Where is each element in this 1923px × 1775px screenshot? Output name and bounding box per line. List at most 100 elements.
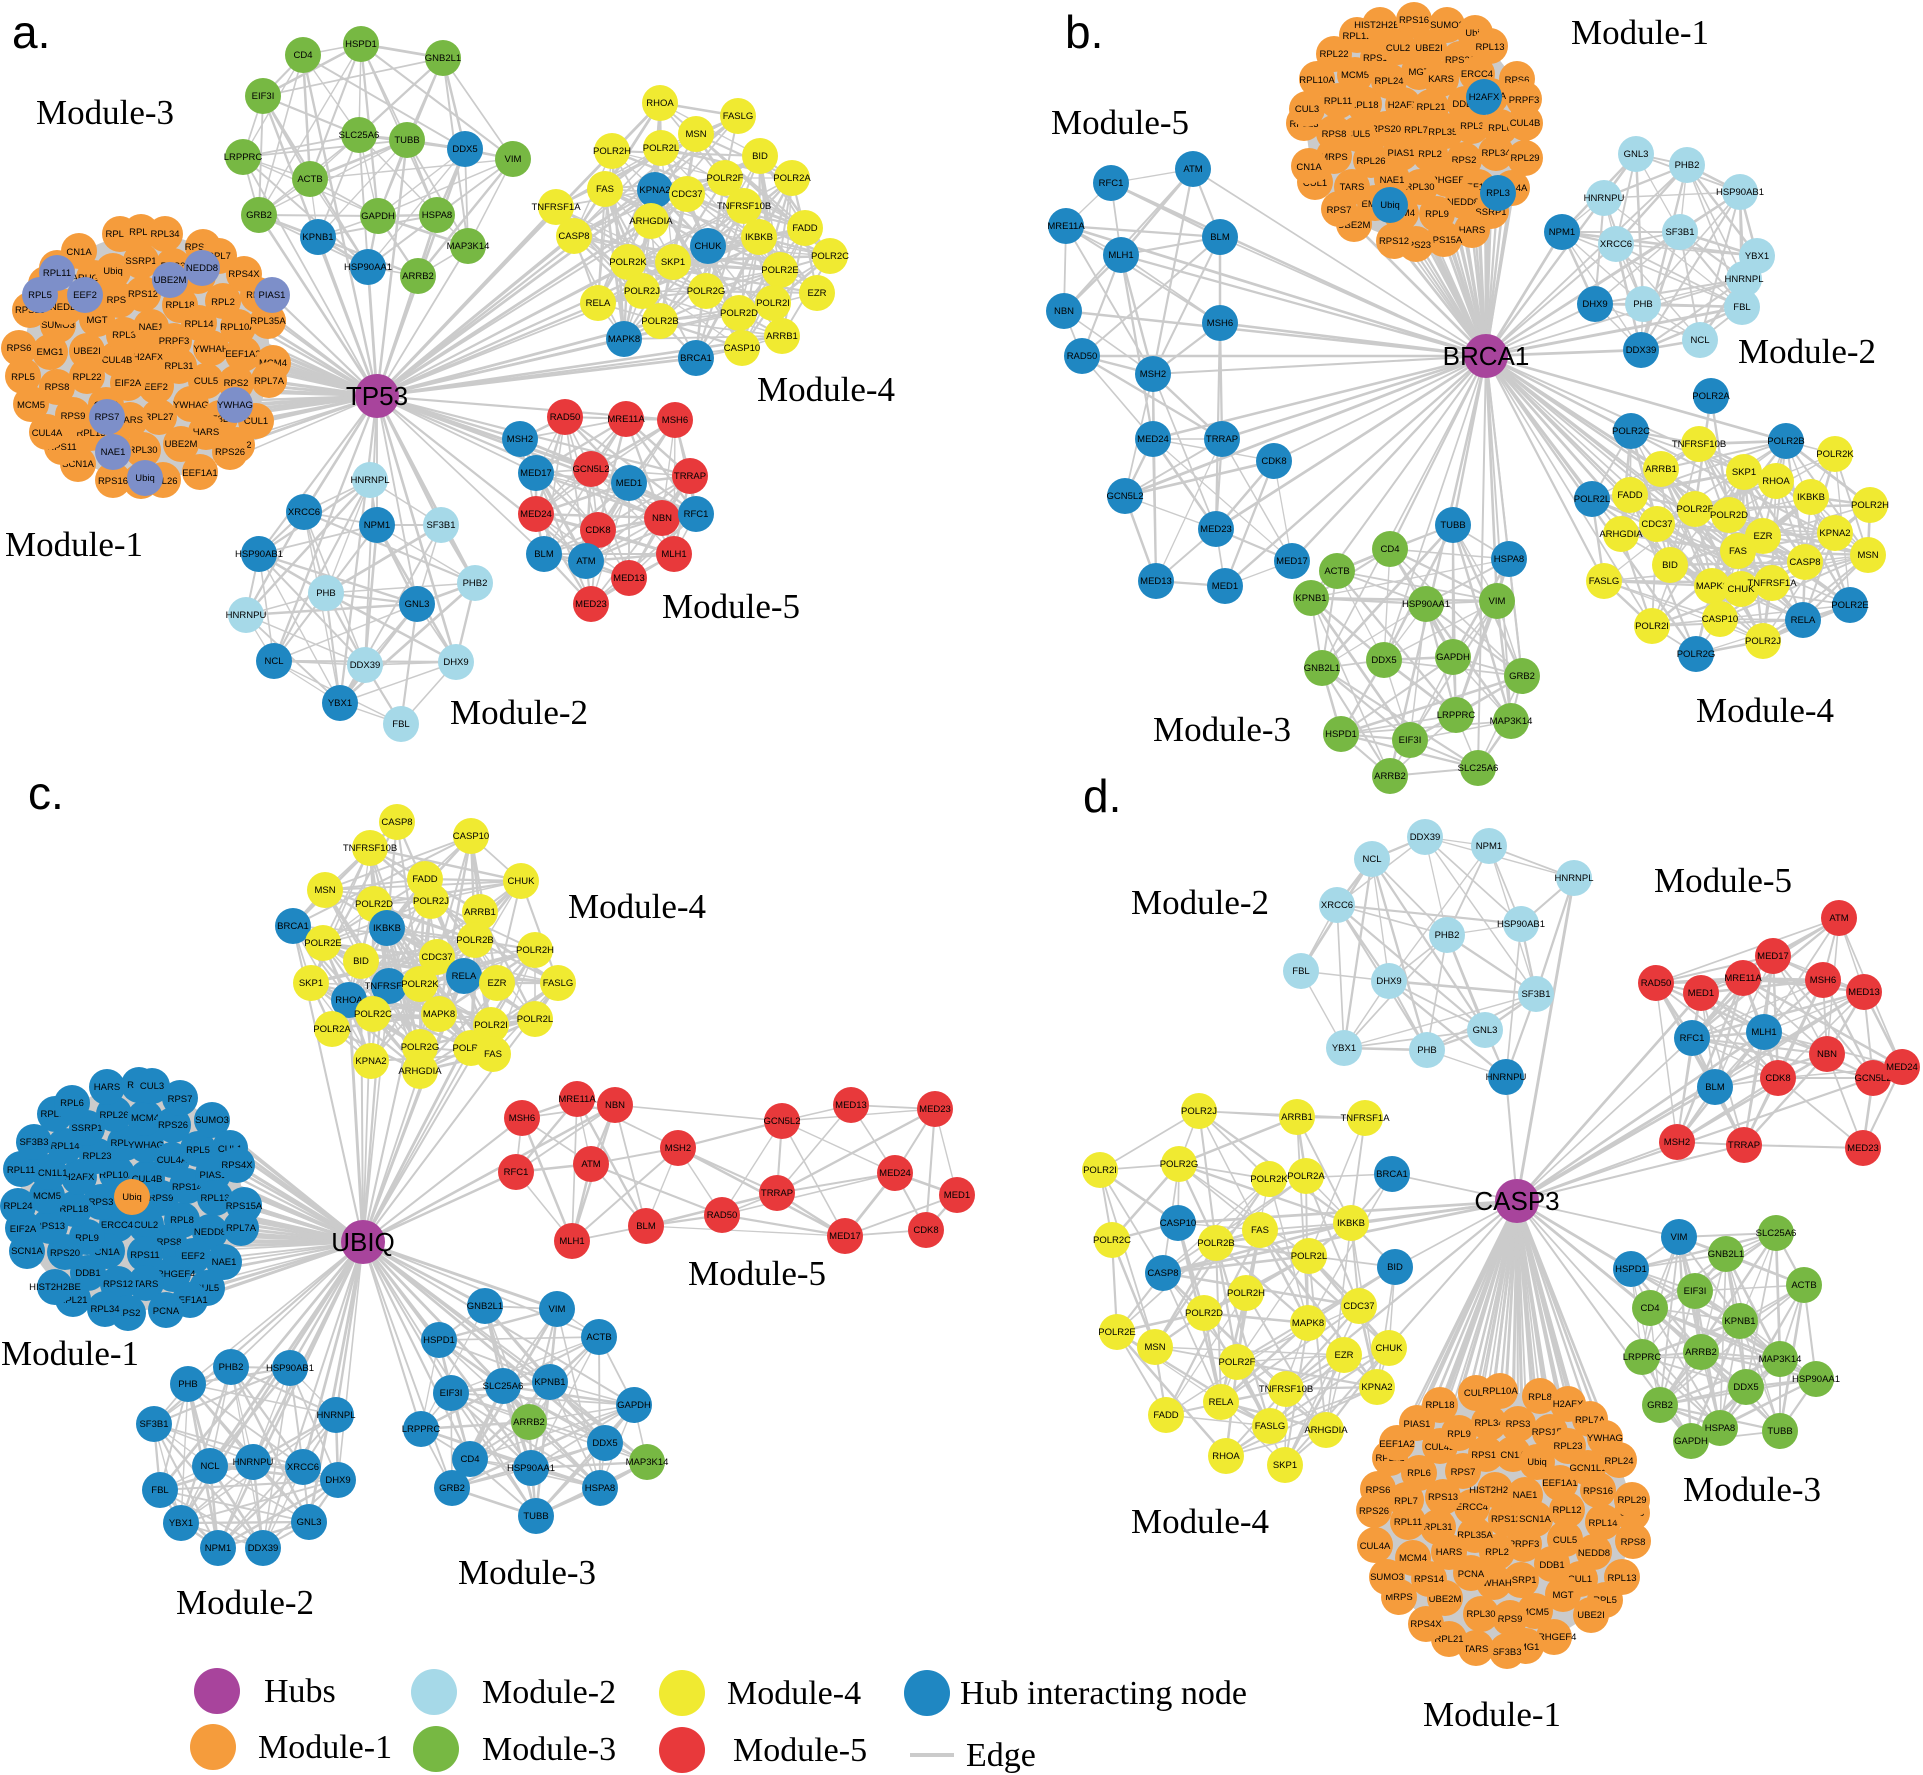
svg-text:MAP3K14: MAP3K14: [1490, 716, 1533, 727]
svg-text:Module-1: Module-1: [258, 1729, 392, 1766]
svg-text:RPS9: RPS9: [1498, 1614, 1523, 1625]
svg-text:RPL31: RPL31: [40, 1109, 69, 1120]
svg-text:ARHGDIA: ARHGDIA: [629, 216, 673, 227]
svg-text:Module-5: Module-5: [733, 1732, 867, 1769]
svg-text:POLR2F: POLR2F: [1219, 1357, 1256, 1368]
svg-text:POLR2K: POLR2K: [401, 979, 439, 990]
svg-text:MLH1: MLH1: [559, 1236, 584, 1247]
svg-text:RPL26: RPL26: [99, 1110, 128, 1121]
svg-text:RPS15A: RPS15A: [1426, 235, 1463, 246]
svg-text:POLR2J: POLR2J: [624, 286, 660, 297]
svg-text:CUL4B: CUL4B: [1510, 118, 1541, 129]
svg-text:CASP10: CASP10: [724, 343, 760, 354]
svg-text:VIM: VIM: [1671, 1232, 1688, 1243]
svg-text:Edge: Edge: [966, 1737, 1036, 1774]
svg-text:GCN5L2: GCN5L2: [764, 1116, 801, 1127]
svg-text:CHUK: CHUK: [695, 241, 723, 252]
svg-text:RPL34: RPL34: [150, 229, 179, 240]
svg-text:EZR: EZR: [488, 978, 507, 989]
svg-text:RPS12: RPS12: [1379, 236, 1409, 247]
svg-text:Module-1: Module-1: [5, 525, 143, 564]
svg-text:MSN: MSN: [685, 129, 706, 140]
svg-text:XRCC6: XRCC6: [1600, 239, 1632, 250]
svg-text:MLH1: MLH1: [1108, 250, 1133, 261]
svg-text:CDC37: CDC37: [1343, 1301, 1374, 1312]
svg-text:HARS: HARS: [1459, 225, 1485, 236]
svg-text:RPL8: RPL8: [1528, 1392, 1552, 1403]
svg-text:Module-1: Module-1: [1423, 1695, 1561, 1734]
svg-text:FBL: FBL: [1733, 302, 1750, 313]
svg-text:RPL21: RPL21: [58, 1295, 87, 1306]
svg-text:FADD: FADD: [792, 223, 817, 234]
svg-text:Module-4: Module-4: [1696, 691, 1834, 730]
svg-text:SKP1: SKP1: [1732, 467, 1756, 478]
svg-text:RPL7A: RPL7A: [254, 376, 285, 387]
svg-text:CASP8: CASP8: [381, 817, 412, 828]
svg-text:MSH2: MSH2: [1140, 369, 1166, 380]
svg-text:POLR2K: POLR2K: [1250, 1174, 1288, 1185]
svg-text:NBN: NBN: [652, 513, 672, 524]
svg-text:H2AFX: H2AFX: [133, 352, 164, 363]
svg-text:POLR2L: POLR2L: [1574, 494, 1610, 505]
svg-text:RFC1: RFC1: [684, 509, 709, 520]
svg-text:RPS7: RPS7: [1451, 1467, 1476, 1478]
svg-text:Hub interacting node: Hub interacting node: [960, 1675, 1247, 1712]
svg-text:EMG1: EMG1: [37, 347, 64, 358]
svg-text:CDC37: CDC37: [421, 952, 452, 963]
svg-text:MED13: MED13: [835, 1100, 867, 1111]
svg-text:HSPD1: HSPD1: [423, 1335, 455, 1346]
svg-text:RPS13: RPS13: [1428, 1492, 1458, 1503]
svg-text:EZR: EZR: [808, 288, 827, 299]
svg-text:ARRB1: ARRB1: [464, 907, 496, 918]
svg-text:CUL2: CUL2: [1386, 43, 1410, 54]
svg-text:EEF2: EEF2: [181, 1251, 205, 1262]
svg-text:RPL34: RPL34: [1481, 148, 1510, 159]
svg-text:RPL2: RPL2: [211, 297, 235, 308]
svg-text:DDX39: DDX39: [248, 1543, 279, 1554]
svg-text:BLM: BLM: [1705, 1082, 1725, 1093]
svg-text:RPL26: RPL26: [1356, 156, 1385, 167]
svg-text:RPL35A: RPL35A: [1457, 1530, 1493, 1541]
svg-text:RPS12: RPS12: [128, 289, 158, 300]
svg-text:NEDD8: NEDD8: [186, 263, 218, 274]
svg-text:DHX9: DHX9: [1376, 976, 1401, 987]
svg-text:RPS4X: RPS4X: [1410, 1619, 1442, 1630]
svg-text:EEF1A1: EEF1A1: [1542, 1478, 1577, 1489]
svg-text:RHOA: RHOA: [335, 995, 363, 1006]
svg-text:CHUK: CHUK: [1728, 584, 1756, 595]
svg-text:RPS26: RPS26: [158, 1120, 188, 1131]
svg-text:RPL29: RPL29: [1617, 1495, 1646, 1506]
svg-text:TNFRSF1A: TNFRSF1A: [364, 981, 414, 992]
svg-text:POLR2C: POLR2C: [1093, 1235, 1131, 1246]
svg-text:ARHGEF4: ARHGEF4: [151, 1269, 196, 1280]
svg-text:RPS8: RPS8: [1322, 129, 1347, 140]
svg-text:NCL: NCL: [1362, 854, 1381, 865]
svg-text:GAPDH: GAPDH: [361, 211, 395, 222]
svg-text:CUL2: CUL2: [134, 1220, 158, 1231]
svg-text:CUL5: CUL5: [1553, 1535, 1577, 1546]
svg-text:GNL3: GNL3: [297, 1517, 322, 1528]
svg-text:RPL26: RPL26: [148, 476, 177, 487]
svg-text:ARHGDIA: ARHGDIA: [398, 1066, 442, 1077]
svg-text:GCN5L2: GCN5L2: [573, 464, 610, 475]
svg-text:YBX1: YBX1: [1332, 1043, 1356, 1054]
svg-text:TNFRSF10B: TNFRSF10B: [1259, 1384, 1313, 1395]
svg-text:KPNA2: KPNA2: [639, 185, 670, 196]
svg-text:MRPS: MRPS: [1385, 1592, 1412, 1603]
svg-text:RPS6: RPS6: [1505, 75, 1530, 86]
svg-text:RPL8: RPL8: [170, 1215, 194, 1226]
svg-text:HARS: HARS: [193, 427, 219, 438]
svg-text:RPL3: RPL3: [1486, 188, 1510, 199]
svg-text:RPS9: RPS9: [149, 1193, 174, 1204]
svg-text:RPL6: RPL6: [60, 1098, 84, 1109]
svg-text:MCM4: MCM4: [1399, 1553, 1427, 1564]
svg-text:RPL5: RPL5: [11, 372, 35, 383]
svg-text:EZR: EZR: [1754, 531, 1773, 542]
svg-text:CUL5: CUL5: [1346, 129, 1370, 140]
svg-text:HARS: HARS: [1436, 1547, 1462, 1558]
svg-text:DDX5: DDX5: [1733, 1382, 1758, 1393]
svg-text:HSP90AB1: HSP90AB1: [1716, 187, 1764, 198]
svg-text:H2AFX: H2AFX: [1388, 100, 1419, 111]
svg-text:RPS2: RPS2: [1452, 155, 1477, 166]
svg-text:POLR2A: POLR2A: [1287, 1171, 1325, 1182]
